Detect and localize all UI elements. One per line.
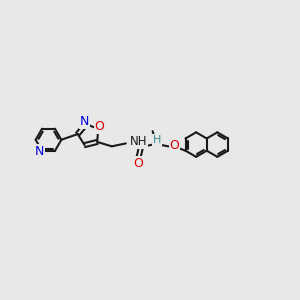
Text: O: O bbox=[133, 157, 143, 170]
Text: N: N bbox=[80, 115, 89, 128]
Text: N: N bbox=[35, 145, 44, 158]
Text: NH: NH bbox=[130, 135, 147, 148]
Text: H: H bbox=[153, 135, 161, 145]
Text: O: O bbox=[95, 120, 104, 133]
Text: O: O bbox=[169, 139, 179, 152]
